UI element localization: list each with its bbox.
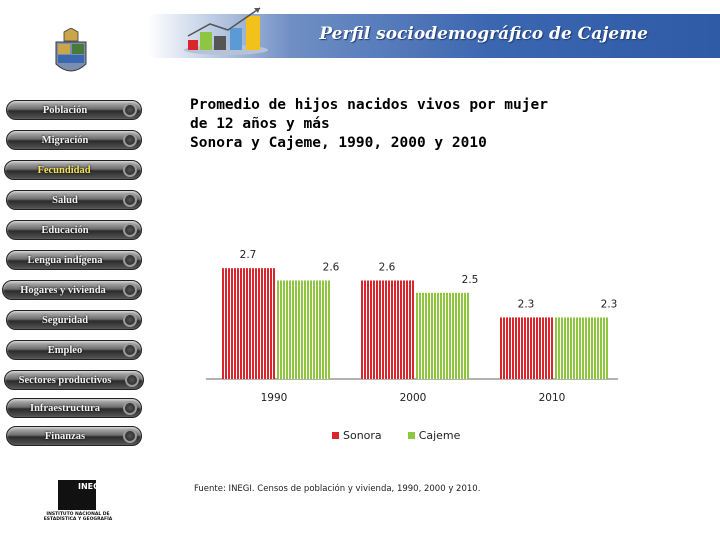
- bar-cajeme-2010: [555, 317, 608, 379]
- inegi-logo-text: INEGI: [78, 482, 103, 491]
- sidebar-item-poblacion[interactable]: Población: [6, 100, 142, 120]
- data-label: 2.6: [323, 261, 340, 273]
- sidebar-item-label: Lengua indígena: [27, 254, 103, 266]
- sidebar-item-label: Finanzas: [44, 430, 86, 442]
- bar-sonora-1990: [222, 268, 275, 379]
- bar-cajeme-2000: [416, 292, 469, 379]
- x-tick-label: 1990: [261, 392, 288, 404]
- sidebar-item-hogares-y-vivienda[interactable]: Hogares y vivienda: [2, 280, 142, 300]
- bar-cajeme-1990: [277, 280, 330, 379]
- inegi-caption: INSTITUTO NACIONAL DE ESTADÍSTICA Y GEOG…: [43, 512, 113, 522]
- data-label: 2.3: [518, 298, 535, 310]
- legend-entry-cajeme: Cajeme: [407, 428, 461, 442]
- circle-icon: [123, 429, 137, 443]
- bar-chart-logo-icon: [184, 7, 268, 55]
- x-tick-label: 2010: [539, 392, 566, 404]
- sidebar-item-label: Población: [42, 104, 88, 116]
- chart-title-line: Sonora y Cajeme, 1990, 2000 y 2010: [190, 135, 487, 151]
- data-label: 2.6: [379, 261, 396, 273]
- sidebar-item-label: Salud: [52, 194, 78, 206]
- sidebar-item-label: Fecundidad: [37, 164, 91, 176]
- sidebar-item-lengua-indigena[interactable]: Lengua indígena: [6, 250, 142, 270]
- sidebar-item-label: Infraestructura: [30, 402, 100, 414]
- circle-icon: [123, 223, 137, 237]
- bar-sonora-2010: [500, 317, 553, 379]
- sidebar-item-label: Seguridad: [41, 314, 89, 326]
- chart-title-line: de 12 años y más: [190, 116, 330, 132]
- sidebar-item-label: Hogares y vivienda: [20, 284, 106, 296]
- bar-sonora-2000: [361, 280, 414, 379]
- sidebar-item-label: Sectores productivos: [18, 374, 112, 386]
- sidebar-item-label: Empleo: [47, 344, 83, 356]
- circle-icon: [123, 253, 137, 267]
- legend-swatch: [332, 431, 339, 439]
- circle-icon: [123, 133, 137, 147]
- chart-title: Promedio de hijos nacidos vivos por muje…: [190, 96, 610, 153]
- page-title: Perfil sociodemográfico de Cajeme: [319, 24, 648, 44]
- legend-label: Sonora: [343, 428, 382, 442]
- circle-icon: [125, 373, 139, 387]
- sidebar-item-fecundidad[interactable]: Fecundidad: [4, 160, 142, 180]
- circle-icon: [123, 313, 137, 327]
- chart-title-line: Promedio de hijos nacidos vivos por muje…: [190, 97, 548, 113]
- legend-entry-sonora: Sonora: [332, 429, 382, 442]
- data-label: 2.5: [462, 274, 479, 286]
- x-tick-label: 2000: [400, 392, 427, 404]
- legend-swatch: [407, 431, 415, 439]
- data-label: 2.7: [240, 249, 257, 261]
- sidebar-item-sectores-productivos[interactable]: Sectores productivos: [4, 370, 144, 390]
- circle-icon: [123, 193, 137, 207]
- circle-icon: [123, 163, 137, 177]
- circle-icon: [123, 283, 137, 297]
- inegi-logo-icon: INEGI: [58, 480, 103, 510]
- circle-icon: [123, 343, 137, 357]
- coat-of-arms-icon: [55, 28, 87, 72]
- inegi-logo: INEGI INSTITUTO NACIONAL DE ESTADÍSTICA …: [42, 480, 114, 524]
- sidebar-item-empleo[interactable]: Empleo: [6, 340, 142, 360]
- circle-icon: [123, 401, 137, 415]
- sidebar-item-seguridad[interactable]: Seguridad: [6, 310, 142, 330]
- sidebar-item-finanzas[interactable]: Finanzas: [6, 426, 142, 446]
- sidebar-item-migracion[interactable]: Migración: [6, 130, 142, 150]
- legend-label: Cajeme: [418, 428, 461, 442]
- data-label: 2.3: [601, 298, 618, 310]
- circle-icon: [123, 103, 137, 117]
- sidebar-item-infraestructura[interactable]: Infraestructura: [6, 398, 142, 418]
- source-note: Fuente: INEGI. Censos de población y viv…: [194, 484, 481, 494]
- sidebar-item-educacion[interactable]: Educación: [6, 220, 142, 240]
- sidebar-item-salud[interactable]: Salud: [6, 190, 142, 210]
- sidebar-item-label: Migración: [41, 134, 89, 146]
- chart-legend: Sonora Cajeme: [332, 428, 460, 442]
- sidebar-nav: Población Migración Fecundidad Salud Edu…: [0, 96, 150, 456]
- sidebar-item-label: Educación: [41, 224, 89, 236]
